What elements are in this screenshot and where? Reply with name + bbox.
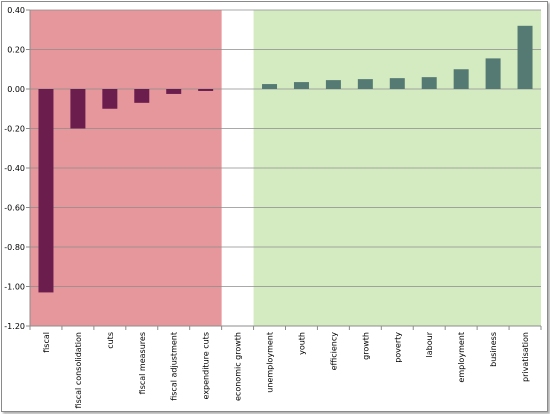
- bar-employment: [453, 69, 469, 89]
- y-tick-label: 0.20: [7, 46, 25, 55]
- y-tick-label: 0.00: [7, 85, 25, 94]
- bar-fiscal-measures: [134, 89, 150, 103]
- y-tick-label: -1.00: [4, 283, 25, 292]
- bar-fiscal-adjustment: [166, 89, 182, 94]
- bar-expenditure-cuts: [198, 89, 214, 91]
- x-tick-label: fiscal measures: [138, 332, 147, 394]
- y-tick-label: -0.60: [4, 204, 25, 213]
- bar-privatisation: [517, 25, 533, 89]
- x-tick-label: cuts: [106, 332, 115, 349]
- bar-youth: [293, 82, 309, 89]
- x-tick-label: unemployment: [266, 332, 275, 393]
- x-tick-label: labour: [425, 331, 434, 357]
- x-tick-label: fiscal adjustment: [170, 332, 179, 401]
- y-tick-label: 0.40: [7, 6, 25, 15]
- bar-fiscal: [38, 89, 54, 293]
- x-tick-label: efficiency: [329, 332, 338, 371]
- x-tick-label: poverty: [393, 332, 402, 363]
- y-tick-label: -0.20: [4, 125, 25, 134]
- x-tick-label: fiscal consolidation: [74, 332, 83, 408]
- bar-unemployment: [262, 84, 278, 89]
- x-tick-label: fiscal: [42, 332, 51, 353]
- y-tick-label: -0.80: [4, 243, 25, 252]
- y-tick-label: -1.20: [4, 322, 25, 331]
- x-tick-label: privatisation: [521, 332, 530, 382]
- bar-fiscal-consolidation: [70, 89, 86, 129]
- bar-growth: [357, 79, 373, 89]
- x-tick-label: youth: [297, 332, 306, 355]
- x-tick-label: employment: [457, 332, 466, 383]
- x-tick-label: business: [489, 332, 498, 367]
- bar-poverty: [389, 78, 405, 89]
- bar-business: [485, 58, 501, 89]
- x-tick-label: expenditure cuts: [202, 332, 211, 399]
- y-tick-label: -0.40: [4, 164, 25, 173]
- bar-efficiency: [325, 80, 341, 89]
- bar-labour: [421, 77, 437, 89]
- x-tick-label: economic growth: [234, 332, 243, 401]
- x-tick-label: growth: [361, 332, 370, 360]
- bar-cuts: [102, 89, 118, 109]
